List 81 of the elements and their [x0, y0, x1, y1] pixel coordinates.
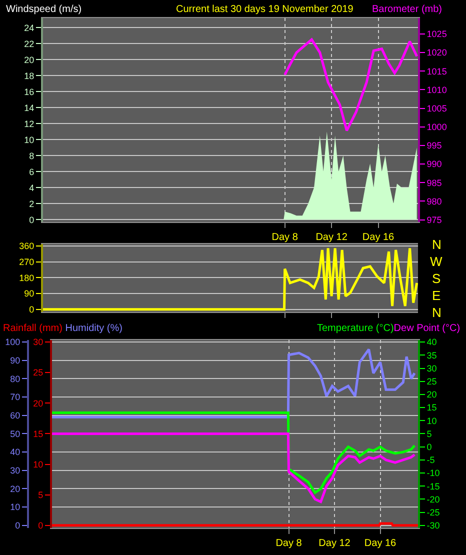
y-tick-label: 100 — [5, 337, 20, 348]
y2-tick-label: 1000 — [426, 122, 447, 132]
y2-tick-label: -5 — [426, 455, 435, 466]
y2-tick-label: 20 — [426, 390, 437, 400]
y2-tick-label: 1010 — [426, 84, 447, 95]
y-tick-label: 40 — [10, 447, 20, 458]
y2-tick-label: -25 — [426, 507, 440, 518]
y-tick-label: 0 — [15, 520, 20, 530]
y-tick-label: 12 — [24, 118, 34, 129]
y2-tick-label: 985 — [426, 178, 442, 188]
y-tick-label: 10 — [10, 502, 20, 512]
chart-title: Current last 30 days 19 November 2019 — [176, 4, 354, 15]
y2-tick-label: -20 — [426, 494, 440, 504]
x-tick-label: Day 8 — [276, 538, 302, 549]
y-tick-label: 14 — [24, 102, 34, 113]
y3-tick-label: 5 — [38, 490, 44, 500]
y-tick-label: 20 — [10, 484, 20, 494]
y-tick-label: 4 — [29, 182, 34, 193]
x-tick-label: Day 16 — [364, 538, 397, 549]
y-tick-label: 8 — [29, 150, 34, 161]
y2-tick-label: -15 — [426, 481, 440, 492]
text: Humidity (%) — [65, 323, 122, 334]
y3-tick-label: 25 — [33, 368, 44, 378]
y2-tick-label: -10 — [426, 468, 440, 478]
y2-tick-label: 15 — [426, 402, 437, 413]
y-tick-label: 10 — [24, 134, 34, 145]
y2-tick-label: 10 — [426, 416, 437, 426]
y2-tick-label: 0 — [426, 442, 432, 452]
x-tick-label: Day 8 — [272, 232, 298, 243]
y-tick-label: 2 — [29, 198, 34, 209]
y-tick-label: 80 — [10, 374, 20, 384]
y-tick-label: 60 — [10, 410, 20, 420]
y-tick-label: 16 — [24, 86, 34, 97]
y-tick-label: 90 — [10, 356, 20, 366]
y-tick-label: 50 — [10, 428, 20, 439]
y-tick-label: 24 — [24, 22, 34, 33]
y-tick-label: 360 — [19, 241, 34, 252]
text: W — [430, 254, 443, 269]
y-axis-title: Windspeed (m/s) — [6, 4, 82, 15]
y2-tick-label: 25 — [426, 376, 437, 387]
text: N — [432, 237, 442, 252]
y2-tick-label: -30 — [426, 520, 440, 531]
y2-tick-label: 995 — [426, 140, 442, 151]
text: Dew Point (°C) — [394, 323, 460, 334]
x-tick-label: Day 12 — [316, 232, 348, 243]
text: N — [432, 305, 442, 320]
y2-tick-label: 1025 — [426, 29, 447, 40]
line-series — [52, 432, 416, 504]
y2-tick-label: 40 — [426, 337, 437, 348]
line-series — [52, 412, 416, 494]
y-tick-label: 0 — [29, 214, 34, 225]
x-tick-label: Day 12 — [318, 538, 351, 549]
y-tick-label: 0 — [29, 304, 34, 315]
y-tick-label: 30 — [10, 465, 20, 476]
y2-tick-label: 5 — [426, 428, 432, 439]
y2-tick-label: 990 — [426, 159, 442, 170]
y2-tick-label: 30 — [426, 363, 437, 374]
y-tick-label: 90 — [24, 288, 34, 299]
line-series — [52, 348, 416, 418]
y-tick-label: 18 — [24, 70, 34, 81]
line-series — [284, 38, 418, 132]
text: E — [432, 288, 441, 303]
y3-tick-label: 0 — [38, 520, 44, 531]
y-tick-label: 70 — [10, 392, 20, 402]
text: Temperature (°C) — [317, 323, 394, 334]
y-tick-label: 6 — [29, 166, 34, 177]
y3-tick-label: 15 — [33, 428, 44, 439]
y2-axis-title: Barometer (mb) — [372, 4, 442, 15]
y2-tick-label: 975 — [426, 214, 442, 225]
text: Rainfall (mm) — [3, 323, 62, 334]
y2-tick-label: 35 — [426, 350, 437, 360]
y2-tick-label: 1020 — [426, 48, 447, 58]
x-tick-label: Day 16 — [362, 232, 395, 243]
y2-tick-label: 980 — [426, 196, 442, 206]
y-tick-label: 270 — [19, 256, 34, 267]
y-tick-label: 22 — [24, 38, 34, 49]
y-tick-label: 20 — [24, 54, 34, 65]
y2-tick-label: 1005 — [426, 103, 447, 114]
y2-tick-label: 1015 — [426, 66, 447, 76]
text: S — [432, 271, 441, 286]
y-tick-label: 180 — [19, 272, 34, 283]
